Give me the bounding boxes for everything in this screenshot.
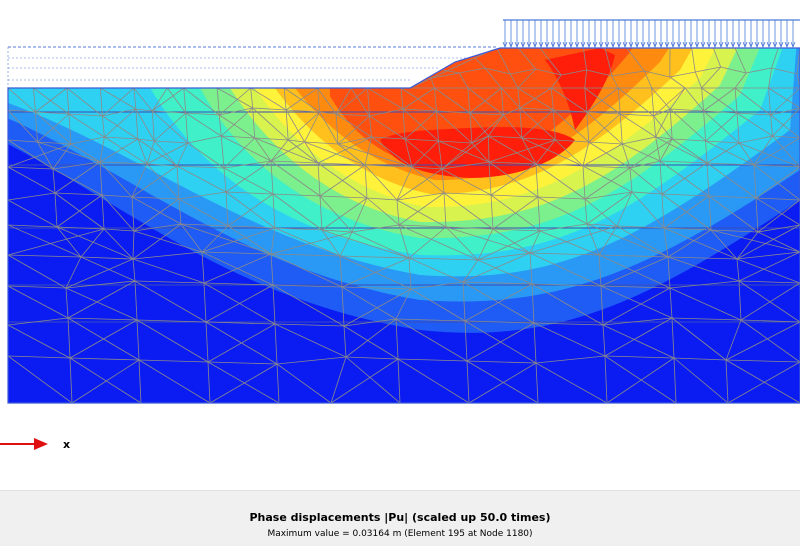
distributed-load[interactable]: [503, 20, 800, 47]
caption-panel: Phase displacements |Pu| (scaled up 50.0…: [0, 490, 800, 546]
x-axis-label: x: [63, 438, 70, 451]
x-axis-arrow: [0, 432, 100, 462]
plot-viewport[interactable]: x: [0, 0, 800, 490]
caption-subtitle: Maximum value = 0.03164 m (Element 195 a…: [0, 529, 800, 539]
displacement-contour-plot[interactable]: [0, 0, 800, 430]
caption-title: Phase displacements |Pu| (scaled up 50.0…: [0, 511, 800, 524]
